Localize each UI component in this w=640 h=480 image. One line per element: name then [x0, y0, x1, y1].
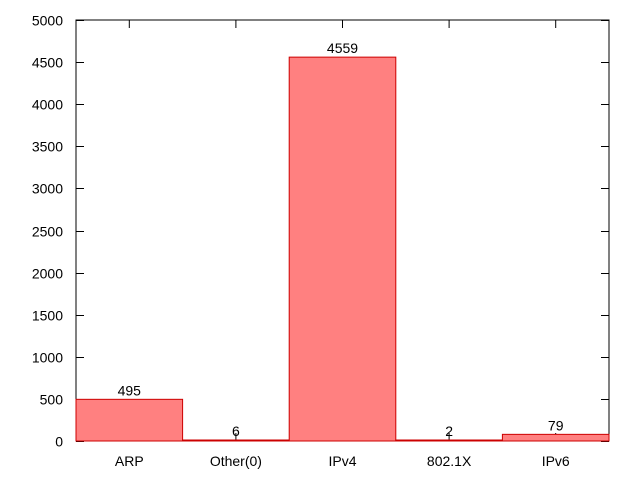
bar-value-label: 79 [548, 417, 564, 433]
bar-value-label: 6 [232, 423, 240, 439]
bar-value-label: 2 [445, 423, 453, 439]
y-tick-label: 3000 [32, 181, 63, 197]
y-axis: 0 500 1000 1500 2000 2500 3000 3500 4000 4500 5000 [32, 13, 609, 450]
y-tick-label: 3500 [32, 139, 63, 155]
bar-value-label: 495 [118, 382, 142, 398]
x-tick-label: Other(0) [210, 453, 262, 469]
y-tick-label: 1000 [32, 350, 63, 366]
bar-series [75, 56, 610, 442]
x-tick-label: ARP [115, 453, 144, 469]
x-axis: ARP Other(0) IPv4 802.1X IPv6 [115, 20, 570, 469]
y-tick-label: 4000 [32, 97, 63, 113]
y-tick-label: 1500 [32, 308, 63, 324]
x-tick-label: IPv4 [328, 453, 356, 469]
bar-ipv4 [288, 56, 397, 442]
data-labels: 495 6 4559 2 79 [118, 40, 564, 439]
x-tick-label: 802.1X [427, 453, 472, 469]
bar-value-label: 4559 [327, 40, 358, 56]
y-tick-label: 0 [55, 434, 63, 450]
y-tick-label: 5000 [32, 13, 63, 29]
bar-other-0 [182, 439, 290, 442]
y-tick-label: 2000 [32, 266, 63, 282]
bar-802-1x [395, 439, 503, 442]
bar-ipv6 [501, 433, 610, 442]
y-tick-label: 4500 [32, 55, 63, 71]
bar-arp [75, 398, 184, 442]
y-tick-label: 2500 [32, 224, 63, 240]
x-tick-label: IPv6 [542, 453, 570, 469]
y-tick-label: 500 [40, 392, 64, 408]
